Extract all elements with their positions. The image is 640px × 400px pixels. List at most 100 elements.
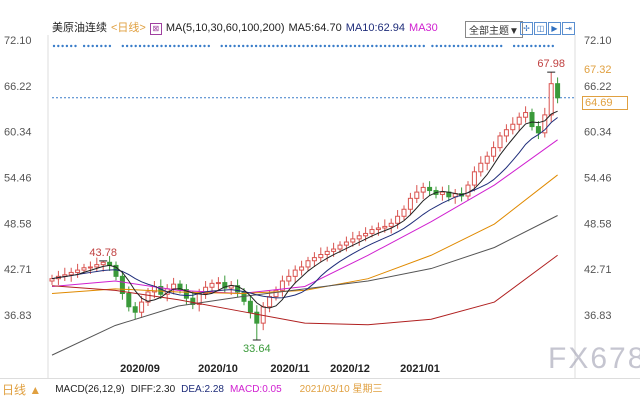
period-label[interactable]: <日线> xyxy=(111,22,146,34)
period-selector[interactable]: 日线 ▲ xyxy=(2,382,42,397)
candle-body xyxy=(132,306,138,313)
event-dot xyxy=(190,44,193,48)
candle-body xyxy=(171,283,177,290)
candle-body xyxy=(311,257,317,262)
candle-body xyxy=(510,123,516,131)
candle-body xyxy=(427,186,433,192)
extreme-label: 43.78 xyxy=(89,247,117,259)
candle-body xyxy=(94,264,100,268)
event-dot xyxy=(517,44,520,48)
event-dot xyxy=(297,44,301,48)
event-dot xyxy=(285,44,288,48)
event-dot xyxy=(461,44,464,48)
event-dot xyxy=(306,44,309,48)
event-dot xyxy=(495,44,499,48)
event-dot xyxy=(444,44,447,48)
event-dot xyxy=(173,44,176,48)
event-dot xyxy=(143,44,146,48)
candle-body xyxy=(126,293,132,308)
event-dot xyxy=(328,44,331,48)
play-icon[interactable]: ▶ xyxy=(548,22,561,35)
event-dot xyxy=(100,44,103,48)
event-dot xyxy=(138,44,142,48)
event-dot xyxy=(422,44,425,48)
candle-body xyxy=(75,269,81,273)
candle-body xyxy=(331,248,337,252)
event-dot xyxy=(405,44,408,48)
event-dot xyxy=(289,44,292,48)
candle-body xyxy=(299,266,305,271)
theme-dropdown[interactable]: 全部主题▼ xyxy=(465,21,523,38)
event-dot xyxy=(392,44,395,48)
y-tick-left: 42.71 xyxy=(4,264,32,276)
event-dot xyxy=(229,44,232,48)
event-dot xyxy=(246,44,249,48)
event-dot xyxy=(267,44,271,48)
event-dot xyxy=(543,44,546,48)
event-dot xyxy=(220,44,223,48)
macd-label: MACD(26,12,9) xyxy=(55,383,125,395)
candle-body xyxy=(68,271,74,276)
diff-value: DIFF:2.30 xyxy=(130,383,176,395)
ma5-value: MA5:64.70 xyxy=(288,22,342,34)
candle-body xyxy=(247,300,253,313)
candle-body xyxy=(343,241,349,246)
candle-body xyxy=(267,296,273,308)
x-tick: 2020/11 xyxy=(270,363,309,375)
event-dot xyxy=(431,44,434,48)
event-dot xyxy=(272,44,275,48)
candle-body xyxy=(273,289,279,298)
event-dot xyxy=(448,44,451,48)
candle-body xyxy=(478,162,484,173)
candle-body xyxy=(177,283,183,291)
candle-body xyxy=(401,208,407,217)
candle-body xyxy=(516,116,522,125)
candle-body xyxy=(337,244,343,250)
event-dot xyxy=(82,44,86,48)
event-dot xyxy=(469,44,473,48)
candle-body xyxy=(535,126,541,134)
layout-icon[interactable]: ◫ xyxy=(534,22,547,35)
event-dot xyxy=(254,44,258,48)
candle-body xyxy=(119,275,125,294)
event-dot xyxy=(353,44,357,48)
candle-body xyxy=(375,227,381,231)
candle-body xyxy=(203,286,209,295)
candle-body xyxy=(369,229,375,234)
candle-body xyxy=(215,282,221,285)
ma100-line xyxy=(51,215,558,356)
event-dot xyxy=(383,44,387,48)
event-dot xyxy=(366,44,370,48)
event-dot xyxy=(280,44,284,48)
indicator-bar: 日线 ▲ MACD(26,12,9) DIFF:2.30 DEA:2.28 MA… xyxy=(0,378,640,400)
event-dot xyxy=(452,44,456,48)
candle-body xyxy=(113,264,119,277)
date-readout: 2021/03/10 星期三 xyxy=(299,383,383,395)
event-dot xyxy=(61,44,64,48)
export-icon[interactable]: ⇥ xyxy=(562,22,575,35)
crosshair-icon[interactable]: ✢ xyxy=(520,22,533,35)
event-dot xyxy=(151,44,155,48)
event-dot xyxy=(487,44,490,48)
candle-body xyxy=(87,266,93,269)
event-dot xyxy=(491,44,494,48)
candle-body xyxy=(471,171,477,186)
x-tick: 2020/12 xyxy=(330,363,370,375)
event-dot xyxy=(388,44,391,48)
candle-body xyxy=(395,215,401,224)
candle-body xyxy=(484,155,490,164)
ma-settings-icon[interactable]: ⊠ xyxy=(149,22,162,35)
x-tick: 2020/09 xyxy=(120,363,160,375)
candle-body xyxy=(523,112,529,118)
event-dot xyxy=(414,44,417,48)
candle-body xyxy=(363,232,369,237)
candle-body xyxy=(503,129,509,137)
candle-body xyxy=(305,260,311,268)
candle-body xyxy=(145,291,151,303)
y-tick-right: 36.83 xyxy=(584,310,612,322)
y-tick-right: 60.34 xyxy=(584,127,612,139)
event-dot xyxy=(401,44,404,48)
event-dot xyxy=(315,44,318,48)
event-dot xyxy=(521,44,524,48)
